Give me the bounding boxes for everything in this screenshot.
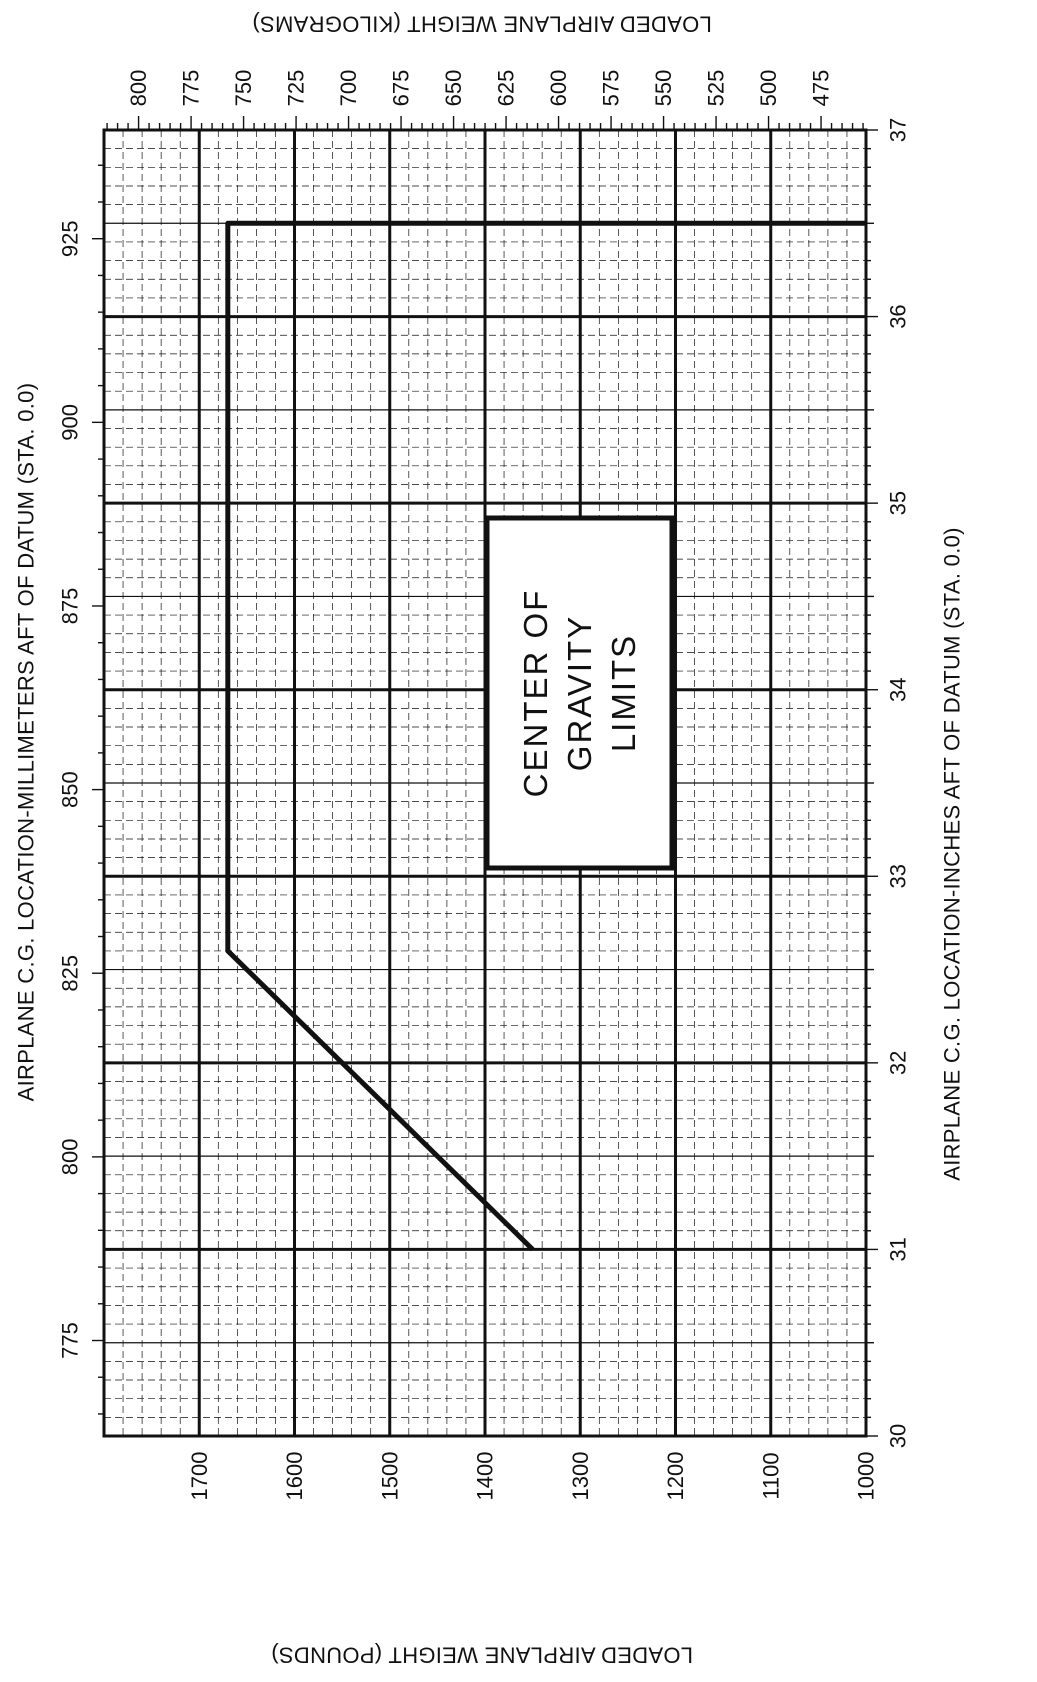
y-tick-label-pounds: 1200 (663, 1452, 688, 1501)
x-tick-label-inches: 30 (886, 1424, 911, 1448)
y-tick-label-pounds: 1600 (282, 1452, 307, 1501)
x-tick-label-mm: 875 (58, 588, 83, 625)
y-tick-label-kg: 725 (284, 70, 309, 107)
x-tick-label-mm: 825 (58, 955, 83, 992)
y-tick-label-kg: 750 (231, 70, 256, 107)
y-tick-label-kg: 775 (179, 70, 204, 107)
plot-frame (102, 128, 868, 1438)
y-axis-title-pounds: LOADED AIRPLANE WEIGHT (POUNDS) (271, 1643, 693, 1668)
x-tick-label-inches: 35 (886, 491, 911, 515)
x-tick-label-inches: 33 (886, 864, 911, 888)
x-tick-label-mm: 775 (58, 1322, 83, 1359)
y-tick-label-kg: 650 (441, 70, 466, 107)
y-tick-label-pounds: 1500 (377, 1452, 402, 1501)
y-tick-label-kg: 475 (809, 70, 834, 107)
axis-titles: AIRPLANE C.G. LOCATION-MILLIMETERS AFT O… (14, 12, 965, 1668)
chart-title-box: CENTER OF GRAVITY LIMITS (484, 515, 675, 871)
title-box-frame (484, 515, 675, 871)
x-tick-label-mm: 800 (58, 1139, 83, 1176)
tick-labels: 30 31 32 33 34 35 36 37 775 800 825 850 875 900 925 100… (58, 70, 911, 1501)
y-tick-label-pounds: 1700 (187, 1452, 212, 1501)
y-tick-label-kg: 575 (599, 70, 624, 107)
x-tick-label-mm: 900 (58, 404, 83, 441)
x-tick-label-inches: 32 (886, 1051, 911, 1075)
x-tick-label-inches: 37 (886, 118, 911, 142)
y-tick-label-kg: 600 (546, 70, 571, 107)
x-axis-title-inches: AIRPLANE C.G. LOCATION-INCHES AFT OF DAT… (940, 527, 965, 1181)
y-tick-label-kg: 675 (389, 70, 414, 107)
y-tick-label-kg: 525 (704, 70, 729, 107)
y-tick-label-kg: 550 (651, 70, 676, 107)
x-tick-label-inches: 34 (886, 677, 911, 701)
chart-title-line: LIMITS (605, 634, 642, 752)
x-axis-title-mm: AIRPLANE C.G. LOCATION-MILLIMETERS AFT O… (14, 383, 39, 1102)
y-tick-label-pounds: 1100 (758, 1452, 783, 1499)
y-tick-label-kg: 500 (756, 70, 781, 107)
cg-envelope-line (225, 220, 866, 1252)
x-tick-label-inches: 36 (886, 304, 911, 328)
x-tick-label-mm: 850 (58, 771, 83, 808)
y-tick-label-pounds: 1000 (854, 1452, 879, 1501)
y-tick-label-kg: 800 (126, 70, 151, 107)
y-tick-label-kg: 700 (336, 70, 361, 107)
x-tick-label-inches: 31 (886, 1237, 911, 1261)
chart-title-line: GRAVITY (561, 615, 598, 771)
x-tick-label-mm: 925 (58, 220, 83, 257)
y-tick-label-kg: 625 (494, 70, 519, 107)
y-axis-title-kg: LOADED AIRPLANE WEIGHT (KILOGRAMS) (252, 12, 712, 37)
y-tick-label-pounds: 1400 (473, 1452, 498, 1501)
chart-title-line: CENTER OF (517, 589, 554, 798)
y-tick-label-pounds: 1300 (568, 1452, 593, 1501)
